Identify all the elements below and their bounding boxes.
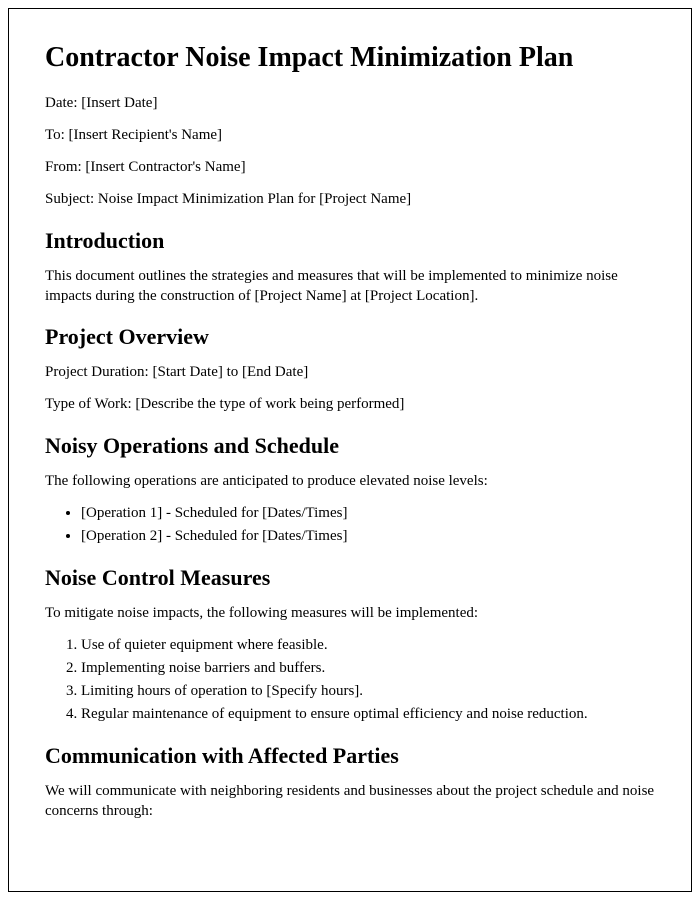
meta-subject: Subject: Noise Impact Minimization Plan … <box>45 189 655 209</box>
list-item: Implementing noise barriers and buffers. <box>81 658 655 679</box>
meta-from: From: [Insert Contractor's Name] <box>45 157 655 177</box>
control-intro: To mitigate noise impacts, the following… <box>45 603 655 623</box>
document-page: Contractor Noise Impact Minimization Pla… <box>8 8 692 892</box>
noisy-ops-intro: The following operations are anticipated… <box>45 471 655 491</box>
section-heading-communication: Communication with Affected Parties <box>45 743 655 769</box>
communication-intro: We will communicate with neighboring res… <box>45 781 655 822</box>
control-list: Use of quieter equipment where feasible.… <box>81 635 655 725</box>
introduction-body: This document outlines the strategies an… <box>45 266 655 307</box>
section-heading-noisy-ops: Noisy Operations and Schedule <box>45 433 655 459</box>
meta-date: Date: [Insert Date] <box>45 93 655 113</box>
noisy-ops-list: [Operation 1] - Scheduled for [Dates/Tim… <box>81 503 655 547</box>
section-heading-control: Noise Control Measures <box>45 565 655 591</box>
overview-work-type: Type of Work: [Describe the type of work… <box>45 394 655 414</box>
section-heading-overview: Project Overview <box>45 324 655 350</box>
document-title: Contractor Noise Impact Minimization Pla… <box>45 41 655 75</box>
list-item: Limiting hours of operation to [Specify … <box>81 681 655 702</box>
list-item: Regular maintenance of equipment to ensu… <box>81 704 655 725</box>
list-item: Use of quieter equipment where feasible. <box>81 635 655 656</box>
overview-duration: Project Duration: [Start Date] to [End D… <box>45 362 655 382</box>
list-item: [Operation 2] - Scheduled for [Dates/Tim… <box>81 526 655 547</box>
section-heading-introduction: Introduction <box>45 228 655 254</box>
meta-to: To: [Insert Recipient's Name] <box>45 125 655 145</box>
list-item: [Operation 1] - Scheduled for [Dates/Tim… <box>81 503 655 524</box>
